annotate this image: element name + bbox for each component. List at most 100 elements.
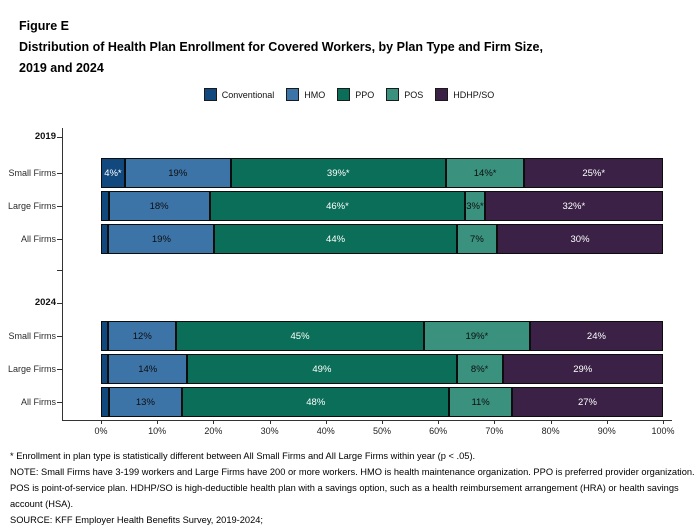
bar-segment-label: 45% (290, 330, 310, 342)
row-label: Large Firms (7, 201, 56, 211)
bar-segment-hmo: 19% (108, 224, 215, 254)
significance-footnote: * Enrollment in plan type is statistical… (10, 451, 476, 461)
legend-label: PPO (355, 89, 375, 100)
x-axis-tick (663, 420, 664, 424)
figure-title: Figure E Distribution of Health Plan Enr… (19, 16, 543, 79)
bar-segment-label: 25%* (582, 167, 606, 179)
bar-segment-label: 18% (149, 200, 169, 212)
bar-segment-label: 8%* (470, 363, 489, 375)
bar-segment-label: 27% (577, 396, 597, 408)
x-axis-tick-label: 80% (541, 426, 560, 436)
row-label: All Firms (21, 234, 56, 244)
bar-segment-label: 3%* (466, 200, 484, 212)
legend-swatch-hmo (286, 88, 300, 101)
bar-segment-hmo: 18% (108, 191, 210, 221)
x-axis-tick-label: 90% (597, 426, 616, 436)
bar-segment-label: 24% (586, 330, 606, 342)
x-axis-tick (438, 420, 440, 424)
x-axis-tick (550, 420, 552, 424)
x-axis-tick (213, 420, 215, 424)
y-axis-tick (57, 402, 62, 403)
x-axis-tick-label: 0% (94, 426, 108, 436)
figure-title-line1: Distribution of Health Plan Enrollment f… (19, 40, 543, 54)
bar-segment-label: 39%* (326, 167, 350, 179)
bar-segment-hmo: 12% (108, 321, 177, 351)
bar-segment-conventional (101, 321, 109, 351)
x-axis-tick (101, 420, 102, 424)
bar-segment-hmo: 13% (108, 387, 183, 417)
legend: Conventional HMO PPO POS HDHP/SO (0, 88, 698, 101)
legend-label: HDHP/SO (453, 89, 495, 100)
figure-label: Figure E (19, 19, 70, 33)
bar-segment-pos: 19%* (423, 321, 530, 351)
y-axis-tick (57, 206, 62, 207)
figure-title-line2: 2019 and 2024 (19, 61, 104, 75)
bar-segment-hdhp-so: 29% (502, 354, 663, 384)
bar-segment-ppo: 48% (182, 387, 450, 417)
bar-segment-hdhp-so: 24% (529, 321, 663, 351)
note-footnote: NOTE: Small Firms have 3-199 workers and… (10, 467, 695, 509)
bar-segment-hdhp-so: 30% (497, 224, 663, 254)
row-label: Small Firms (8, 331, 57, 341)
legend-swatch-conventional (203, 88, 217, 101)
legend-item: PPO (337, 88, 374, 101)
legend-item: POS (386, 88, 423, 101)
y-axis-tick (57, 270, 62, 271)
x-axis-tick (157, 420, 159, 424)
bar-segment-label: 7% (470, 233, 484, 245)
x-axis-tick-label: 50% (372, 426, 391, 436)
bar-segment-label: 14% (138, 363, 158, 375)
bar-2019-large-firms: 18% 46%* 3%* 32%* (101, 191, 663, 221)
bar-segment-label: 19% (151, 233, 171, 245)
bar-segment-pos: 11% (449, 387, 512, 417)
row-label: Large Firms (7, 364, 56, 374)
x-axis-tick-label: 20% (204, 426, 223, 436)
bar-segment-conventional (101, 224, 109, 254)
bar-segment-hdhp-so: 27% (511, 387, 663, 417)
bar-segment-label: 4%* (104, 167, 122, 179)
bar-segment-pos: 7% (456, 224, 498, 254)
bar-segment-label: 32%* (562, 200, 586, 212)
bar-segment-hdhp-so: 25%* (524, 158, 664, 188)
bar-segment-label: 19%* (465, 330, 489, 342)
bar-segment-hdhp-so: 32%* (484, 191, 663, 221)
y-axis-tick (57, 239, 62, 240)
y-axis-tick (57, 336, 62, 337)
legend-label: POS (404, 89, 424, 100)
x-axis-line (62, 420, 672, 421)
y-axis-tick (57, 137, 62, 138)
legend-label: Conventional (221, 89, 275, 100)
legend-swatch-pos (386, 88, 400, 101)
source-footnote: SOURCE: KFF Employer Health Benefits Sur… (10, 515, 264, 525)
bar-segment-ppo: 45% (176, 321, 424, 351)
legend-item: HMO (286, 88, 325, 101)
bar-segment-label: 49% (312, 363, 332, 375)
bar-segment-pos: 3%* (465, 191, 485, 221)
bar-segment-ppo: 49% (186, 354, 457, 384)
x-axis-tick (325, 420, 327, 424)
x-axis-tick-label: 30% (260, 426, 279, 436)
bar-segment-ppo: 44% (214, 224, 457, 254)
bar-segment-label: 11% (471, 396, 490, 408)
y-axis-tick (57, 369, 62, 370)
group-label-2024: 2024 (34, 297, 56, 308)
bar-segment-hmo: 14% (108, 354, 187, 384)
x-axis-tick-label: 70% (485, 426, 504, 436)
bar-segment-label: 46%* (326, 200, 349, 212)
y-axis-tick (57, 173, 62, 174)
bar-segment-label: 29% (573, 363, 593, 375)
bar-segment-pos: 14%* (445, 158, 525, 188)
x-axis-tick (269, 420, 271, 424)
bar-segment-ppo: 46%* (209, 191, 466, 221)
bar-segment-label: 13% (135, 396, 155, 408)
x-axis-tick-label: 60% (429, 426, 448, 436)
bar-segment-label: 19% (168, 167, 188, 179)
bar-2024-large-firms: 14% 49% 8%* 29% (101, 354, 663, 384)
row-label: All Firms (21, 397, 56, 407)
bar-segment-label: 14%* (473, 167, 497, 179)
bar-2024-all-firms: 13% 48% 11% 27% (101, 387, 663, 417)
row-label: Small Firms (8, 168, 57, 178)
legend-swatch-hdhp-so (435, 88, 449, 101)
